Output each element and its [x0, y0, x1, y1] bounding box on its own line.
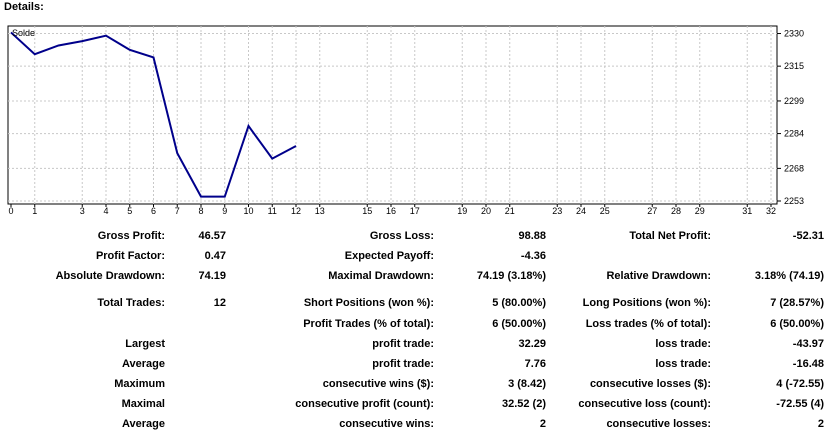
balance-chart: 0 1 3 4 5 6 7 8 9 10 11 12 13 15 16 17 19 20 21 23 24 25 27 28 2…: [7, 25, 804, 216]
stat-label: Average: [121, 418, 165, 430]
stat-label: Average: [121, 358, 165, 370]
stat-label: consecutive losses:: [606, 418, 711, 430]
x-tick-label: 6: [151, 206, 156, 216]
stat-value: 7 (28.57%): [770, 297, 824, 309]
balance-chart-svg: 0 1 3 4 5 6 7 8 9 10 11 12 13 15 16 17 19 20 21 23 24 25 27 28 2…: [7, 25, 804, 216]
stat-value: 7.76: [524, 358, 546, 370]
stat-value: 46.57: [198, 230, 226, 242]
stat-value: 32.52 (2): [501, 398, 546, 410]
stat-value: 2: [817, 418, 824, 430]
x-tick-label: 12: [291, 206, 301, 216]
y-tick-label: 2268: [784, 163, 804, 173]
stat-value: -4.36: [520, 250, 546, 262]
chart-grid: [8, 26, 777, 204]
stat-label: consecutive loss (count):: [578, 398, 711, 410]
stat-value: 2: [539, 418, 546, 430]
stat-label: Total Trades:: [97, 297, 165, 309]
stat-value: 74.19: [198, 270, 226, 282]
stat-value: -43.97: [792, 338, 824, 350]
stat-value: 32.29: [518, 338, 546, 350]
stat-value: 4 (-72.55): [776, 378, 824, 390]
stat-value: 12: [213, 297, 226, 309]
x-tick-label: 27: [647, 206, 657, 216]
stat-value: -16.48: [792, 358, 824, 370]
y-tick-label: 2315: [784, 61, 804, 71]
x-tick-label: 10: [243, 206, 253, 216]
stat-label: profit trade:: [372, 338, 434, 350]
stat-label: Profit Trades (% of total):: [303, 318, 434, 330]
stat-value: 74.19 (3.18%): [476, 270, 546, 282]
stat-label: Absolute Drawdown:: [55, 270, 165, 282]
stat-label: Expected Payoff:: [344, 250, 434, 262]
x-tick-label: 20: [481, 206, 491, 216]
x-tick-label: 8: [198, 206, 203, 216]
x-tick-label: 31: [742, 206, 752, 216]
stat-label: Maximal: [121, 398, 165, 410]
legend-solde: Solde: [12, 28, 35, 38]
stat-label: Profit Factor:: [95, 250, 165, 262]
y-tick-label: 2253: [784, 196, 804, 206]
stat-label: consecutive wins ($):: [322, 378, 434, 390]
stat-value: 3 (8.42): [508, 378, 546, 390]
stat-value: 0.47: [204, 250, 226, 262]
stat-label: loss trade:: [655, 338, 711, 350]
stat-value: 98.88: [518, 230, 546, 242]
stat-value: 3.18% (74.19): [754, 270, 824, 282]
stat-label: Relative Drawdown:: [606, 270, 711, 282]
stat-value: 5 (80.00%): [492, 297, 546, 309]
x-tick-label: 7: [175, 206, 180, 216]
stat-label: consecutive wins:: [339, 418, 434, 430]
x-tick-label: 4: [103, 206, 108, 216]
x-tick-label: 28: [671, 206, 681, 216]
x-tick-label: 3: [80, 206, 85, 216]
x-tick-label: 17: [410, 206, 420, 216]
stat-label: loss trade:: [655, 358, 711, 370]
stat-label: consecutive profit (count):: [295, 398, 434, 410]
x-tick-label: 11: [268, 206, 277, 216]
stat-label: Maximum: [114, 378, 165, 390]
stat-label: Maximal Drawdown:: [328, 270, 434, 282]
y-tick-label: 2299: [784, 96, 804, 106]
x-tick-label: 15: [362, 206, 372, 216]
stat-value: -52.31: [792, 230, 824, 242]
x-tick-label: 23: [552, 206, 562, 216]
x-tick-label: 21: [505, 206, 515, 216]
y-tick-label: 2330: [784, 29, 804, 39]
x-tick-label: 25: [600, 206, 610, 216]
x-tick-label: 16: [386, 206, 396, 216]
chart-plot-area: [7, 25, 778, 205]
x-tick-label: 0: [8, 206, 13, 216]
x-tick-label: 19: [457, 206, 467, 216]
x-tick-label: 32: [766, 206, 776, 216]
y-tick-label: 2284: [784, 129, 804, 139]
series-line-solde: [10, 31, 297, 198]
details-title: Details:: [4, 1, 44, 13]
x-axis-ticks: 0 1 3 4 5 6 7 8 9 10 11 12 13 15 16 17 19 20 21 23 24 25 27 28 2…: [8, 204, 776, 216]
stat-label: Long Positions (won %):: [582, 297, 711, 309]
stat-label: profit trade:: [372, 358, 434, 370]
x-tick-label: 24: [576, 206, 586, 216]
stat-label: Gross Profit:: [97, 230, 165, 242]
stat-label: Gross Loss:: [369, 230, 434, 242]
stat-value: 6 (50.00%): [770, 318, 824, 330]
stat-value: 6 (50.00%): [492, 318, 546, 330]
stat-label: Total Net Profit:: [629, 230, 711, 242]
stat-label: Short Positions (won %):: [303, 297, 434, 309]
x-tick-label: 29: [695, 206, 705, 216]
x-tick-label: 5: [127, 206, 132, 216]
stat-label: consecutive losses ($):: [589, 378, 711, 390]
y-axis-ticks: 2330 2315 2299 2284 2268 2253: [777, 29, 804, 206]
x-tick-label: 1: [32, 206, 37, 216]
x-tick-label: 13: [315, 206, 325, 216]
stat-value: -72.55 (4): [776, 398, 824, 410]
x-tick-label: 9: [222, 206, 227, 216]
stat-label: Largest: [125, 338, 165, 350]
stat-label: Loss trades (% of total):: [585, 318, 711, 330]
